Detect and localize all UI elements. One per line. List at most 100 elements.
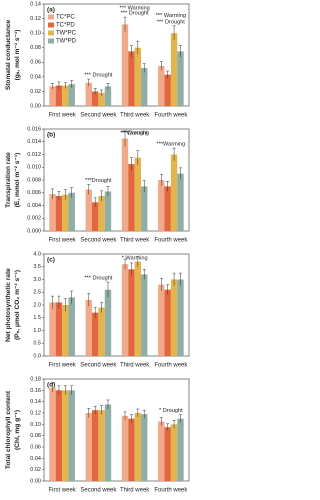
y-tick-label: 0.00 — [30, 103, 41, 109]
y-axis-label: (E, mmol m⁻² s⁻¹) — [14, 153, 21, 208]
bar — [85, 413, 92, 481]
error-bar — [142, 63, 146, 73]
bar — [91, 410, 99, 481]
annotation: ***Warming — [157, 142, 186, 148]
y-tick-label: 0.0 — [33, 353, 41, 359]
error-bar — [87, 293, 91, 307]
bar — [121, 138, 129, 231]
error-bar — [106, 186, 110, 197]
error-bar — [70, 385, 74, 395]
error-bar — [166, 423, 170, 431]
annotation: * Drought — [159, 408, 183, 414]
error-bar — [142, 409, 146, 419]
legend-label: TW*PC — [56, 31, 77, 37]
error-bar — [57, 191, 61, 201]
error-bar — [123, 130, 127, 147]
error-bar — [106, 399, 110, 410]
bar — [68, 192, 75, 231]
panel-label: (a) — [47, 7, 55, 14]
legend-label: TW*PD — [56, 39, 77, 45]
y-axis-label: (Pₙ, μmol CO₂ m⁻² s⁻¹) — [14, 270, 21, 340]
bar — [49, 302, 56, 356]
y-tick-label: 2.5 — [33, 290, 41, 296]
x-tick-label: Second week — [80, 488, 117, 494]
y-tick-label: 0.06 — [30, 444, 41, 450]
error-bar — [159, 174, 163, 186]
error-bar — [100, 302, 104, 313]
error-bar — [87, 184, 91, 195]
bar — [121, 415, 129, 481]
error-bar — [70, 80, 74, 88]
bar — [134, 261, 142, 356]
y-tick-label: 0.06 — [30, 60, 41, 66]
error-bar — [123, 258, 127, 270]
error-bar — [178, 272, 182, 286]
bar — [98, 195, 105, 231]
x-tick-label: Second week — [80, 238, 117, 244]
error-bar — [93, 405, 97, 415]
bar — [55, 85, 63, 106]
annotation: ***Warming — [120, 130, 149, 136]
y-tick-label: 0.04 — [30, 74, 41, 80]
y-tick-label: 0.000 — [27, 228, 41, 234]
y-tick-label: 0.14 — [30, 1, 41, 7]
y-tick-label: 0.10 — [30, 422, 41, 428]
error-bar — [63, 385, 67, 395]
y-tick-label: 0.016 — [27, 126, 41, 132]
bar — [49, 194, 56, 231]
y-tick-label: 0.02 — [30, 89, 41, 95]
bar — [134, 157, 142, 231]
annotation: ***Drought — [121, 130, 148, 136]
bar — [128, 164, 135, 231]
bar — [121, 264, 129, 356]
panel-label: (d) — [47, 382, 55, 389]
bar — [55, 195, 63, 231]
error-bar — [136, 150, 140, 165]
bar — [164, 289, 171, 356]
legend-swatch — [48, 38, 54, 44]
error-bar — [129, 45, 133, 58]
bar — [170, 33, 178, 107]
annotation: ***Drought — [85, 178, 112, 184]
bar — [170, 154, 178, 231]
error-bar — [129, 157, 133, 171]
y-tick-label: 0.18 — [30, 376, 41, 382]
y-tick-label: 3.5 — [33, 264, 41, 270]
y-tick-label: 0.010 — [27, 165, 41, 171]
error-bar — [159, 277, 163, 291]
error-bar — [129, 414, 133, 423]
x-tick-label: First week — [48, 488, 76, 494]
error-bar — [106, 281, 110, 298]
bar — [170, 424, 178, 481]
bar — [177, 173, 184, 231]
legend-label: TC*PC — [56, 15, 75, 21]
bar — [104, 191, 112, 231]
bar — [158, 65, 165, 106]
error-bar — [159, 417, 163, 426]
error-bar — [136, 256, 140, 267]
error-bar — [93, 307, 97, 318]
bar — [91, 312, 99, 356]
error-bar — [136, 40, 140, 55]
y-tick-label: 0.02 — [30, 467, 41, 473]
annotation: *** Drought — [84, 276, 112, 282]
error-bar — [178, 167, 182, 180]
y-tick-label: 0.002 — [27, 216, 41, 222]
error-bar — [70, 290, 74, 304]
y-tick-label: 4.0 — [33, 251, 41, 257]
y-tick-label: 0.5 — [33, 341, 41, 347]
x-tick-label: Third week — [120, 238, 150, 244]
bar — [177, 51, 184, 106]
y-tick-label: 0.012 — [27, 152, 41, 158]
error-bar — [93, 197, 97, 207]
bar — [164, 427, 171, 481]
legend-swatch — [48, 14, 54, 20]
y-tick-label: 2.0 — [33, 302, 41, 308]
bar — [91, 91, 99, 106]
legend-label: TC*PD — [56, 23, 75, 29]
y-tick-label: 0.12 — [30, 410, 41, 416]
annotation: *** Drought — [121, 11, 149, 17]
bar — [141, 274, 148, 356]
error-bar — [87, 408, 91, 418]
